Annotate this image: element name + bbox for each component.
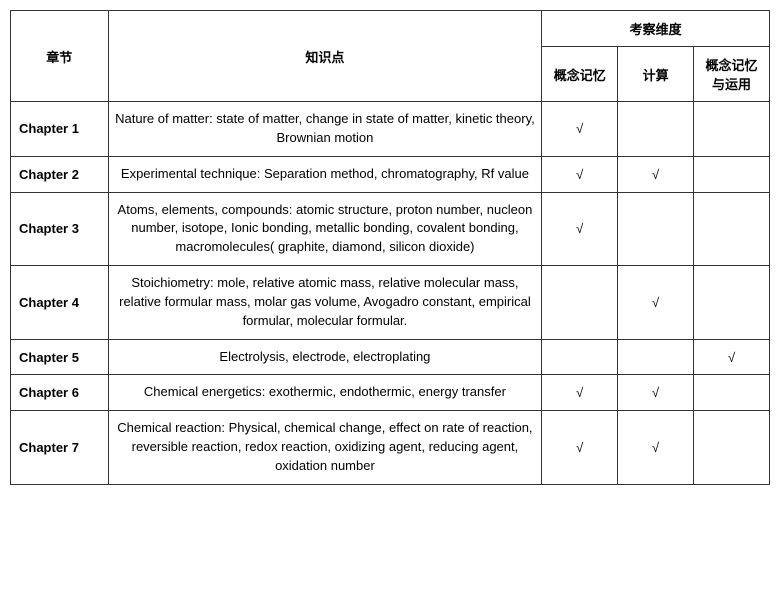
chapter-cell: Chapter 7 — [11, 411, 109, 485]
chapter-cell: Chapter 5 — [11, 339, 109, 375]
check-cell-dim1: √ — [542, 375, 618, 411]
knowledge-table: 章节 知识点 考察维度 概念记忆 计算 概念记忆与运用 Chapter 1Nat… — [10, 10, 770, 485]
chapter-cell: Chapter 4 — [11, 266, 109, 340]
header-chapter: 章节 — [11, 11, 109, 102]
chapter-cell: Chapter 6 — [11, 375, 109, 411]
check-cell-dim3 — [694, 375, 770, 411]
check-cell-dim1: √ — [542, 156, 618, 192]
header-dim1: 概念记忆 — [542, 47, 618, 102]
table-row: Chapter 1Nature of matter: state of matt… — [11, 102, 770, 157]
check-cell-dim2 — [618, 102, 694, 157]
table-row: Chapter 5Electrolysis, electrode, electr… — [11, 339, 770, 375]
header-dim2: 计算 — [618, 47, 694, 102]
check-cell-dim1 — [542, 339, 618, 375]
header-topic: 知识点 — [108, 11, 542, 102]
check-cell-dim1: √ — [542, 411, 618, 485]
check-cell-dim2 — [618, 339, 694, 375]
check-cell-dim2: √ — [618, 411, 694, 485]
topic-cell: Electrolysis, electrode, electroplating — [108, 339, 542, 375]
check-cell-dim1: √ — [542, 192, 618, 266]
check-cell-dim3 — [694, 192, 770, 266]
check-cell-dim2 — [618, 192, 694, 266]
table-row: Chapter 7Chemical reaction: Physical, ch… — [11, 411, 770, 485]
table-row: Chapter 6Chemical energetics: exothermic… — [11, 375, 770, 411]
check-cell-dim1 — [542, 266, 618, 340]
check-cell-dim1: √ — [542, 102, 618, 157]
topic-cell: Chemical reaction: Physical, chemical ch… — [108, 411, 542, 485]
header-dim3: 概念记忆与运用 — [694, 47, 770, 102]
chapter-cell: Chapter 3 — [11, 192, 109, 266]
table-row: Chapter 4Stoichiometry: mole, relative a… — [11, 266, 770, 340]
table-row: Chapter 2Experimental technique: Separat… — [11, 156, 770, 192]
check-cell-dim3 — [694, 102, 770, 157]
check-cell-dim3 — [694, 266, 770, 340]
check-cell-dim2: √ — [618, 375, 694, 411]
check-cell-dim2: √ — [618, 266, 694, 340]
check-cell-dim3 — [694, 156, 770, 192]
topic-cell: Nature of matter: state of matter, chang… — [108, 102, 542, 157]
topic-cell: Atoms, elements, compounds: atomic struc… — [108, 192, 542, 266]
table-row: Chapter 3Atoms, elements, compounds: ato… — [11, 192, 770, 266]
chapter-cell: Chapter 1 — [11, 102, 109, 157]
check-cell-dim3 — [694, 411, 770, 485]
topic-cell: Stoichiometry: mole, relative atomic mas… — [108, 266, 542, 340]
check-cell-dim3: √ — [694, 339, 770, 375]
topic-cell: Chemical energetics: exothermic, endothe… — [108, 375, 542, 411]
header-dimension-group: 考察维度 — [542, 11, 770, 47]
check-cell-dim2: √ — [618, 156, 694, 192]
topic-cell: Experimental technique: Separation metho… — [108, 156, 542, 192]
chapter-cell: Chapter 2 — [11, 156, 109, 192]
